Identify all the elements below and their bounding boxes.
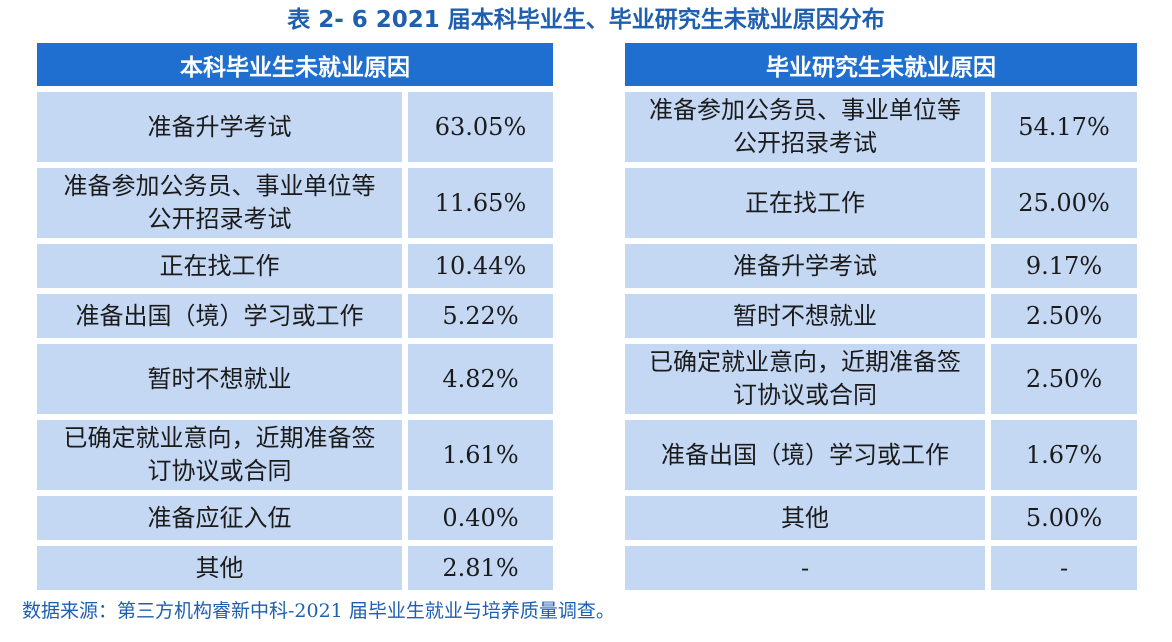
percent-cell: 2.50% — [991, 344, 1137, 414]
reason-cell: 准备升学考试 — [625, 244, 985, 288]
table-row: 暂时不想就业 2.50% — [625, 294, 1137, 338]
graduate-table: 毕业研究生未就业原因 准备参加公务员、事业单位等公开招录考试 54.17% 正在… — [625, 43, 1137, 596]
table-row: 已确定就业意向，近期准备签订协议或合同 2.50% — [625, 344, 1137, 414]
table-row: 正在找工作 25.00% — [625, 168, 1137, 238]
percent-cell: 5.00% — [991, 496, 1137, 540]
percent-cell: 25.00% — [991, 168, 1137, 238]
reason-cell: 暂时不想就业 — [37, 344, 402, 414]
reason-cell: 准备应征入伍 — [37, 496, 402, 540]
reason-cell: 已确定就业意向，近期准备签订协议或合同 — [625, 344, 985, 414]
reason-cell: 其他 — [37, 546, 402, 590]
reason-cell: - — [625, 546, 985, 590]
reason-cell: 正在找工作 — [37, 244, 402, 288]
undergraduate-table-header: 本科毕业生未就业原因 — [37, 43, 553, 86]
percent-cell: 0.40% — [408, 496, 553, 540]
table-row: 准备应征入伍 0.40% — [37, 496, 553, 540]
table-row: 暂时不想就业 4.82% — [37, 344, 553, 414]
reason-cell: 已确定就业意向，近期准备签订协议或合同 — [37, 420, 402, 490]
percent-cell: 1.61% — [408, 420, 553, 490]
data-source-note: 数据来源：第三方机构睿新中科-2021 届毕业生就业与培养质量调查。 — [22, 600, 615, 622]
undergraduate-table: 本科毕业生未就业原因 准备升学考试 63.05% 准备参加公务员、事业单位等公开… — [37, 43, 553, 596]
percent-cell: 5.22% — [408, 294, 553, 338]
reason-cell: 准备出国（境）学习或工作 — [625, 420, 985, 490]
percent-cell: 9.17% — [991, 244, 1137, 288]
table-row: 正在找工作 10.44% — [37, 244, 553, 288]
graduate-table-header: 毕业研究生未就业原因 — [625, 43, 1137, 86]
table-row: 准备参加公务员、事业单位等公开招录考试 11.65% — [37, 168, 553, 238]
table-row: 其他 2.81% — [37, 546, 553, 590]
percent-cell: 10.44% — [408, 244, 553, 288]
reason-cell: 准备参加公务员、事业单位等公开招录考试 — [37, 168, 402, 238]
table-row: - - — [625, 546, 1137, 590]
reason-cell: 准备参加公务员、事业单位等公开招录考试 — [625, 92, 985, 162]
percent-cell: - — [991, 546, 1137, 590]
percent-cell: 11.65% — [408, 168, 553, 238]
table-row: 准备出国（境）学习或工作 5.22% — [37, 294, 553, 338]
table-title: 表 2- 6 2021 届本科毕业生、毕业研究生未就业原因分布 — [287, 7, 885, 33]
reason-cell: 其他 — [625, 496, 985, 540]
reason-cell: 正在找工作 — [625, 168, 985, 238]
table-row: 准备参加公务员、事业单位等公开招录考试 54.17% — [625, 92, 1137, 162]
table-row: 其他 5.00% — [625, 496, 1137, 540]
percent-cell: 1.67% — [991, 420, 1137, 490]
percent-cell: 4.82% — [408, 344, 553, 414]
reason-cell: 暂时不想就业 — [625, 294, 985, 338]
table-row: 准备升学考试 63.05% — [37, 92, 553, 162]
reason-cell: 准备出国（境）学习或工作 — [37, 294, 402, 338]
table-row: 准备升学考试 9.17% — [625, 244, 1137, 288]
reason-cell: 准备升学考试 — [37, 92, 402, 162]
percent-cell: 2.81% — [408, 546, 553, 590]
percent-cell: 54.17% — [991, 92, 1137, 162]
percent-cell: 2.50% — [991, 294, 1137, 338]
table-row: 准备出国（境）学习或工作 1.67% — [625, 420, 1137, 490]
table-row: 已确定就业意向，近期准备签订协议或合同 1.61% — [37, 420, 553, 490]
percent-cell: 63.05% — [408, 92, 553, 162]
